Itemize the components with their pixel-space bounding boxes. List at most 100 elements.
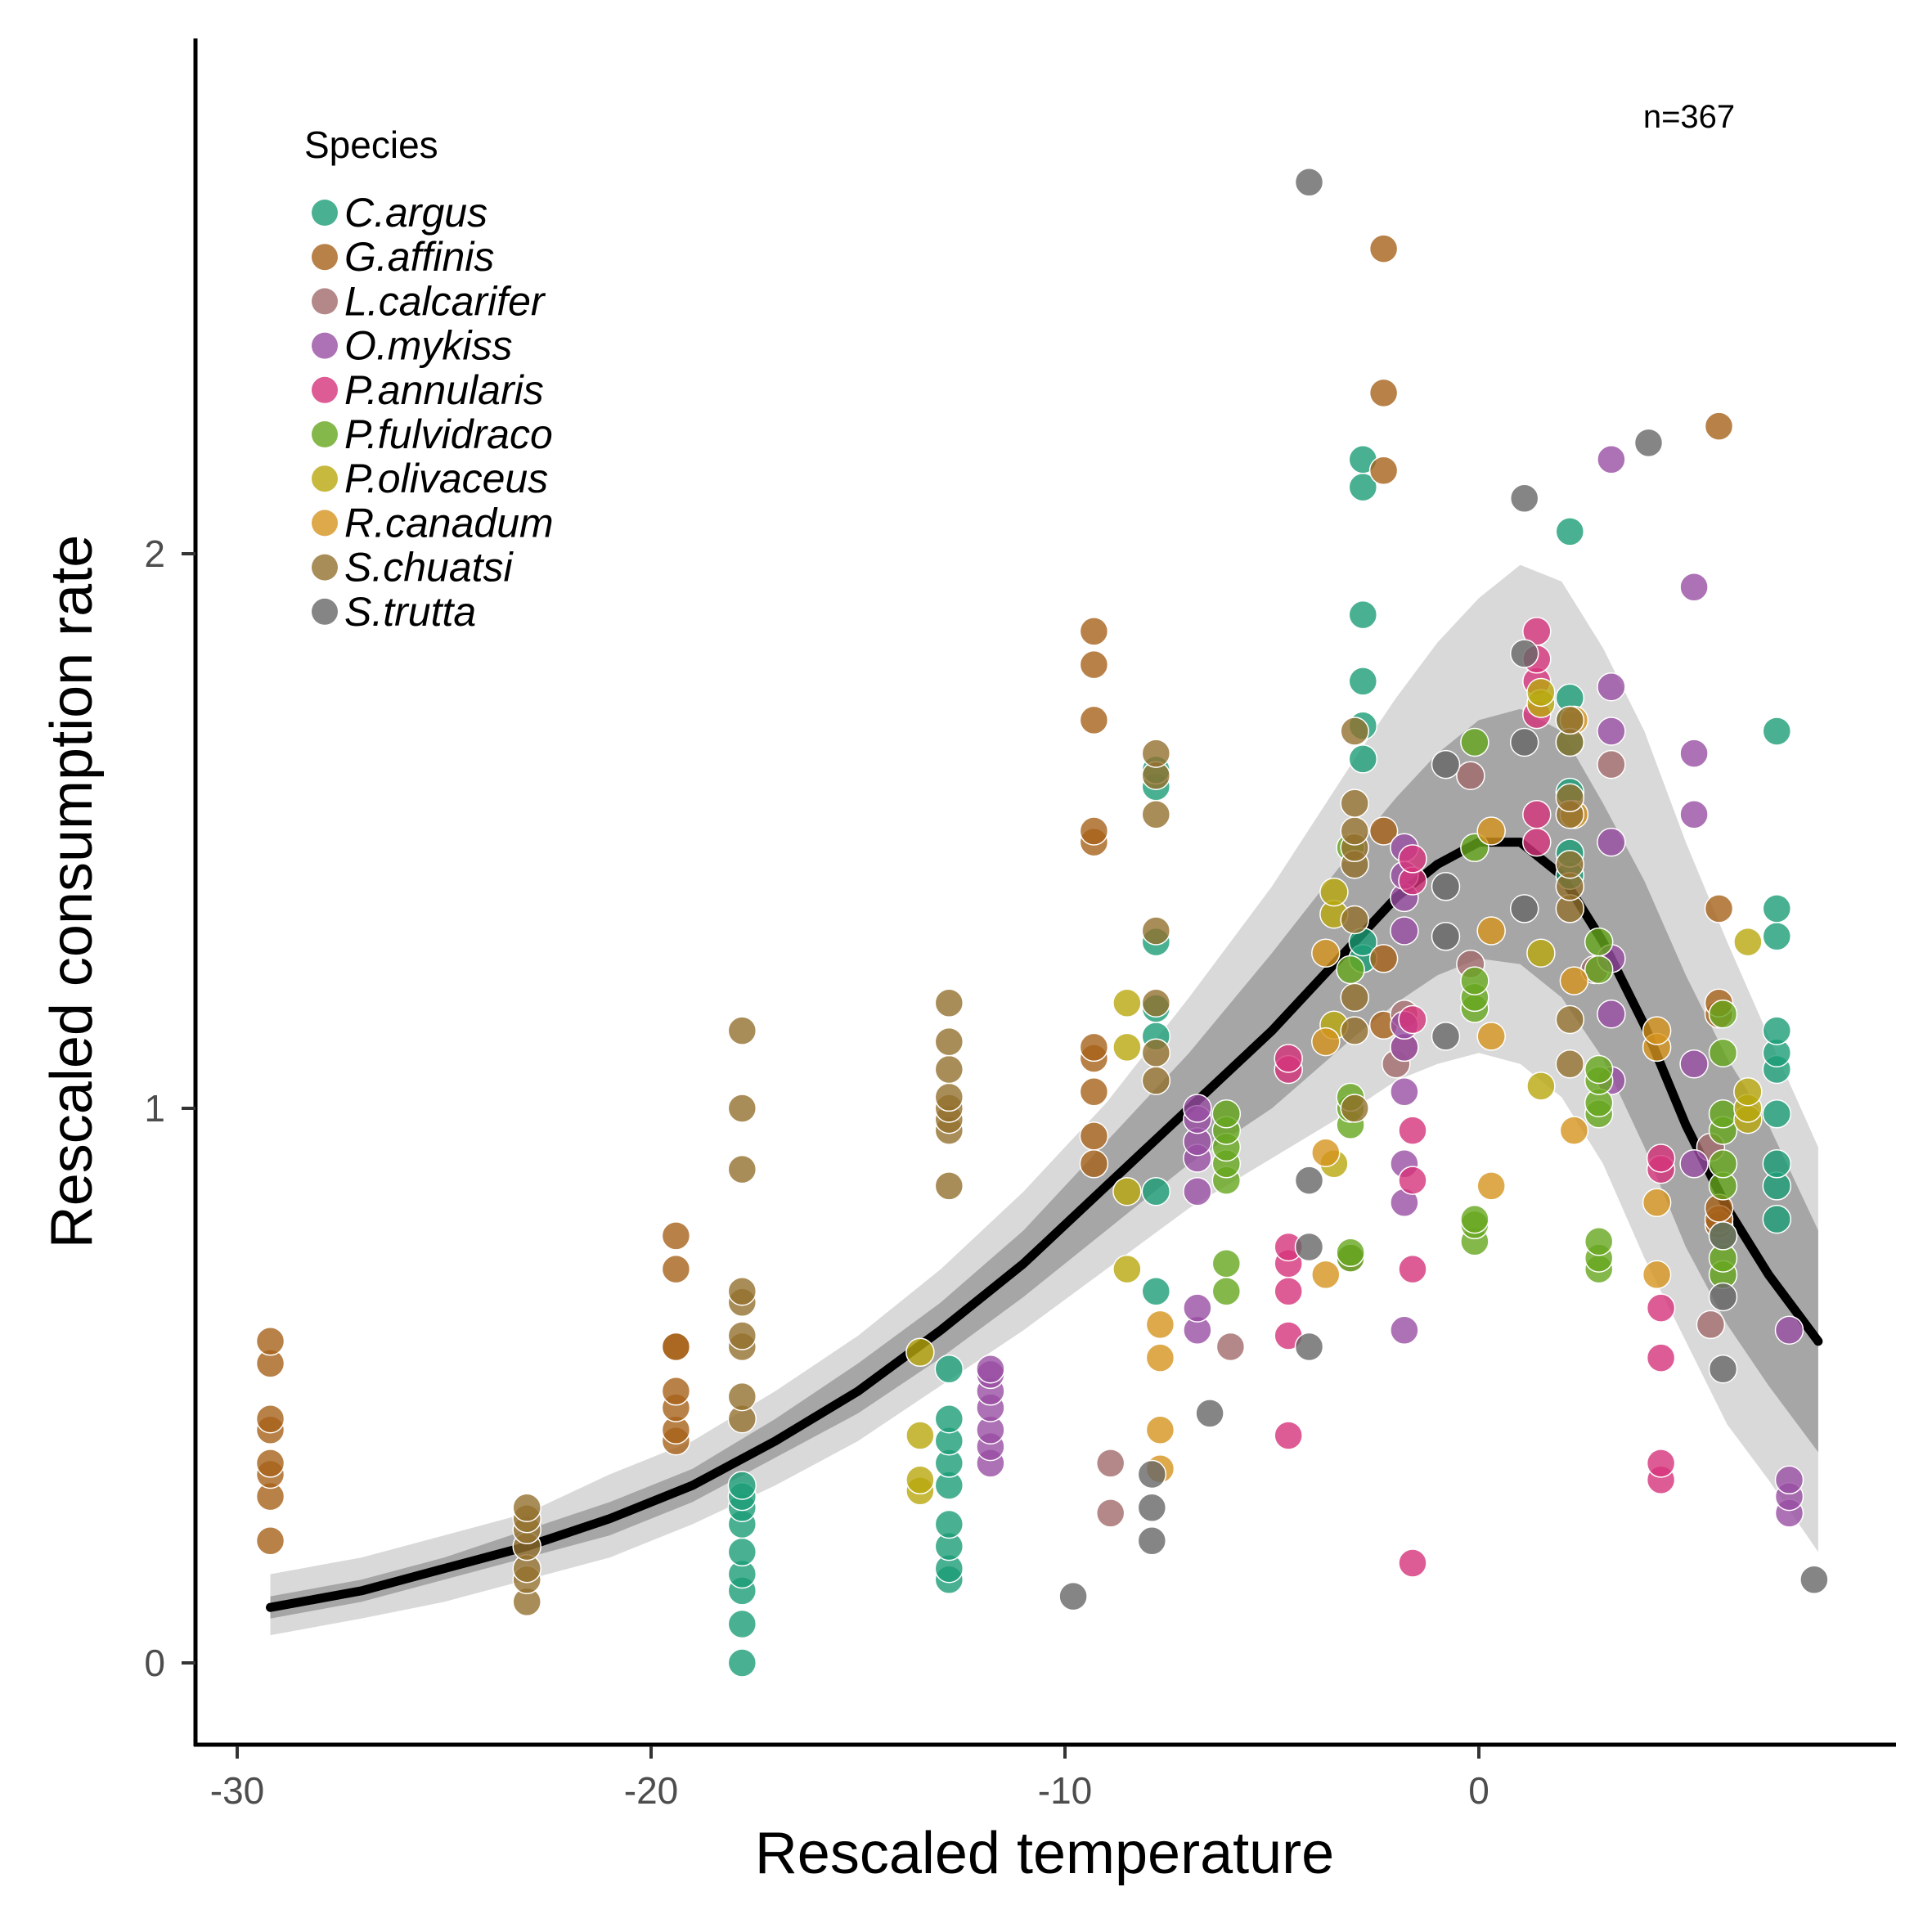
legend-key-c-argus (312, 200, 338, 226)
data-point-s-chuatsi (1340, 1094, 1369, 1123)
data-point-c-argus (1348, 600, 1378, 630)
data-point-p-annularis (1398, 1166, 1427, 1195)
data-point-s-chuatsi (1340, 905, 1369, 935)
data-point-s-trutta (1195, 1399, 1224, 1428)
data-point-p-annularis (1522, 827, 1552, 857)
data-point-g-affinis (1079, 1076, 1109, 1107)
data-point-s-trutta (1294, 1232, 1324, 1262)
legend-label-p-fulvidraco: P.fulvidraco (344, 411, 553, 457)
data-point-s-chuatsi (1555, 849, 1585, 879)
data-point-c-argus (1762, 922, 1792, 951)
data-point-o-mykiss (1597, 827, 1626, 857)
data-point-s-trutta (1431, 1022, 1461, 1051)
legend-key-r-canadum (312, 510, 338, 537)
legend-key-o-mykiss (312, 332, 338, 359)
data-point-c-argus (1762, 1099, 1792, 1129)
data-point-s-trutta (1708, 1282, 1738, 1312)
data-point-p-fulvidraco (1460, 966, 1489, 995)
data-point-s-chuatsi (727, 1094, 757, 1123)
data-point-o-mykiss (1679, 1149, 1709, 1179)
legend-label-c-argus: C.argus (344, 190, 487, 236)
data-point-c-argus (727, 1471, 757, 1500)
data-point-o-mykiss (1183, 1094, 1212, 1123)
x-tick-label: -20 (624, 1769, 678, 1812)
data-point-p-annularis (1522, 799, 1552, 829)
data-point-l-calcarifer (1696, 1310, 1726, 1340)
data-point-s-chuatsi (1340, 982, 1369, 1013)
data-point-s-trutta (1431, 922, 1461, 951)
data-point-s-chuatsi (1141, 1066, 1171, 1095)
data-point-c-argus (1762, 1204, 1792, 1234)
data-point-s-chuatsi (727, 1276, 757, 1306)
data-point-c-argus (1141, 1276, 1171, 1306)
legend-label-s-trutta: S.trutta (344, 589, 476, 635)
legend-label-p-olivaceus: P.olivaceus (344, 456, 548, 501)
data-point-c-argus (934, 1354, 964, 1384)
legend-items: C.argusG.affinisL.calcariferO.mykissP.an… (312, 190, 554, 635)
x-tick-label: 0 (1468, 1769, 1489, 1812)
legend-key-s-trutta (312, 598, 338, 625)
data-point-r-canadum (1311, 1138, 1341, 1167)
legend-key-l-calcarifer (312, 288, 338, 315)
data-point-g-affinis (1704, 411, 1734, 441)
data-point-p-annularis (1274, 1044, 1303, 1073)
data-point-g-affinis (255, 1327, 285, 1356)
data-point-s-chuatsi (1141, 1038, 1171, 1067)
data-point-p-olivaceus (1526, 677, 1556, 708)
data-point-r-canadum (1311, 1260, 1341, 1290)
data-point-p-fulvidraco (1708, 1099, 1738, 1129)
data-point-o-mykiss (976, 1354, 1005, 1384)
data-point-s-trutta (1294, 1166, 1324, 1195)
data-point-r-canadum (1559, 1116, 1589, 1145)
data-point-s-trutta (1509, 639, 1539, 668)
data-point-c-argus (1762, 717, 1792, 746)
data-point-s-trutta (1137, 1526, 1167, 1556)
data-point-p-fulvidraco (1584, 927, 1614, 957)
data-point-p-olivaceus (905, 1465, 935, 1495)
data-point-c-argus (1141, 1176, 1171, 1206)
data-point-s-chuatsi (1141, 739, 1171, 768)
data-point-g-affinis (1368, 816, 1399, 846)
legend-key-p-fulvidraco (312, 421, 338, 447)
data-point-s-trutta (1633, 428, 1664, 458)
legend-label-r-canadum: R.canadum (344, 500, 554, 546)
data-point-p-olivaceus (905, 1421, 935, 1450)
data-point-s-chuatsi (727, 1382, 757, 1412)
legend-key-p-olivaceus (312, 465, 338, 492)
legend-label-g-affinis: G.affinis (344, 234, 494, 280)
data-point-p-annularis (1274, 1276, 1303, 1306)
data-point-p-fulvidraco (1584, 1054, 1614, 1085)
data-point-p-fulvidraco (1584, 955, 1614, 985)
data-point-c-argus (1762, 1149, 1792, 1179)
data-point-o-mykiss (1597, 672, 1626, 702)
data-point-r-canadum (1642, 1260, 1672, 1290)
legend-label-s-chuatsi: S.chuatsi (344, 545, 514, 591)
data-point-s-chuatsi (1141, 916, 1171, 946)
data-point-g-affinis (661, 1221, 691, 1251)
data-point-g-affinis (1079, 649, 1109, 680)
data-point-p-annularis (1522, 617, 1552, 646)
data-point-o-mykiss (1597, 444, 1626, 474)
data-point-o-mykiss (1390, 1315, 1419, 1345)
data-point-s-chuatsi (1141, 799, 1171, 829)
data-point-s-chuatsi (727, 1321, 757, 1350)
data-point-g-affinis (1368, 456, 1399, 486)
data-point-r-canadum (1311, 1027, 1341, 1057)
data-point-c-argus (727, 1609, 757, 1639)
data-point-r-canadum (1145, 1415, 1175, 1445)
ticks: -30 -20 -10 0 0 1 2 (144, 532, 1489, 1812)
data-point-s-trutta (1058, 1581, 1088, 1611)
data-point-g-affinis (1079, 617, 1109, 646)
data-point-s-trutta (1509, 727, 1539, 757)
data-point-p-annularis (1646, 1293, 1676, 1323)
data-point-p-fulvidraco (1708, 1149, 1738, 1179)
data-point-s-chuatsi (934, 988, 964, 1018)
data-point-g-affinis (1368, 944, 1399, 973)
data-point-s-chuatsi (727, 1016, 757, 1045)
data-point-g-affinis (255, 1449, 285, 1478)
data-points (255, 167, 1829, 1678)
data-point-g-affinis (661, 1377, 691, 1406)
data-point-g-affinis (1704, 894, 1734, 923)
data-point-s-trutta (1509, 483, 1539, 513)
